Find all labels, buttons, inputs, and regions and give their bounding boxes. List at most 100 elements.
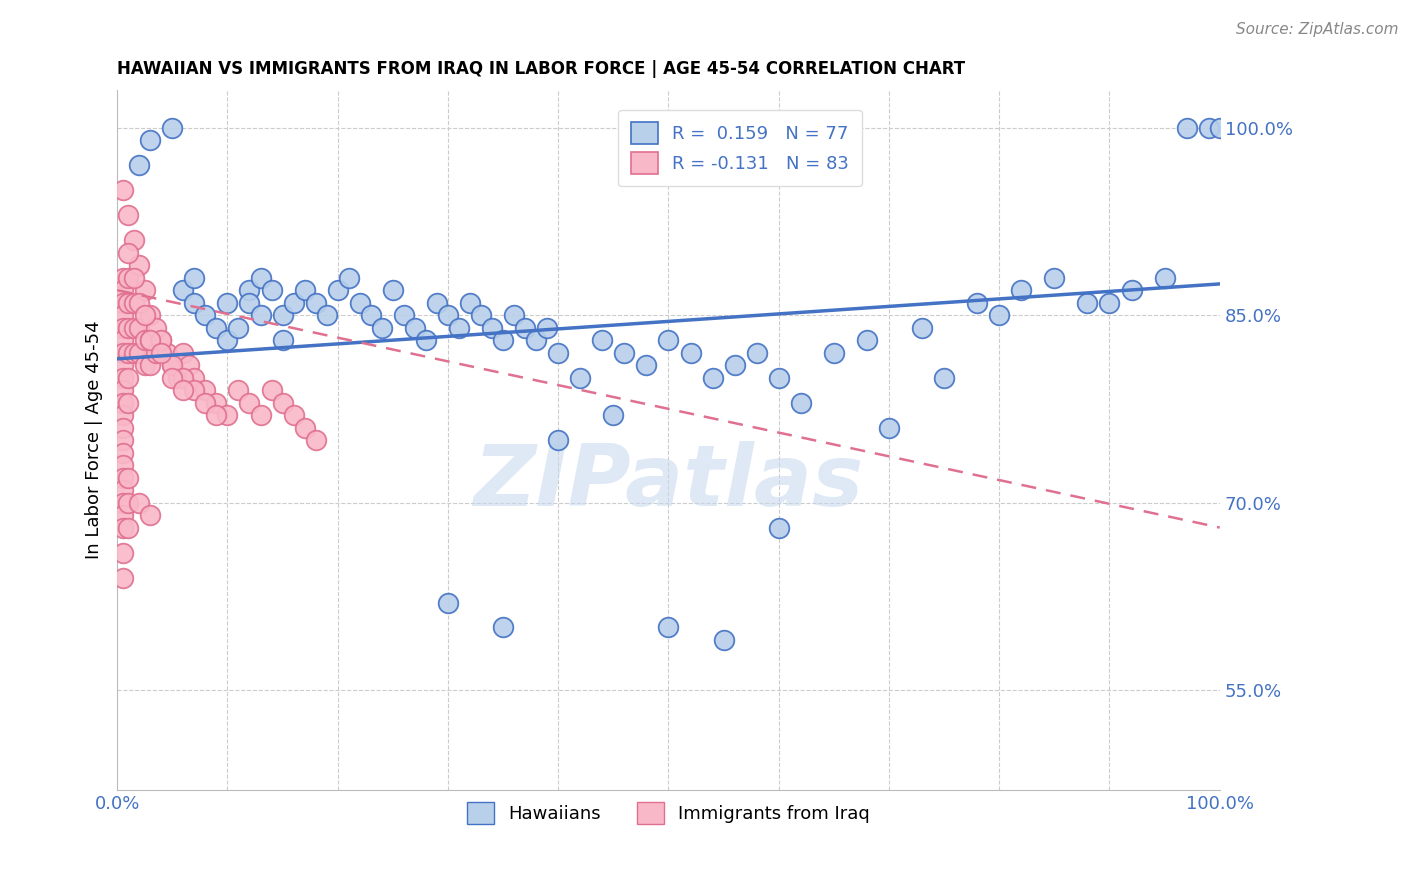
Point bbox=[503, 308, 526, 322]
Point bbox=[602, 408, 624, 422]
Point bbox=[205, 320, 228, 334]
Point bbox=[145, 345, 167, 359]
Point bbox=[111, 508, 134, 522]
Point bbox=[134, 283, 156, 297]
Point bbox=[128, 320, 150, 334]
Point bbox=[117, 345, 139, 359]
Point bbox=[823, 345, 845, 359]
Point bbox=[194, 308, 217, 322]
Point bbox=[177, 358, 200, 372]
Point bbox=[162, 358, 184, 372]
Point bbox=[1153, 270, 1175, 285]
Point bbox=[326, 283, 349, 297]
Point bbox=[217, 295, 239, 310]
Point bbox=[315, 308, 337, 322]
Point bbox=[111, 320, 134, 334]
Point bbox=[294, 420, 316, 434]
Point bbox=[139, 358, 162, 372]
Point bbox=[657, 620, 679, 634]
Legend: Hawaiians, Immigrants from Iraq: Hawaiians, Immigrants from Iraq bbox=[458, 793, 879, 833]
Point bbox=[111, 420, 134, 434]
Point bbox=[128, 495, 150, 509]
Point bbox=[404, 320, 426, 334]
Point bbox=[337, 270, 360, 285]
Point bbox=[228, 320, 250, 334]
Point bbox=[134, 358, 156, 372]
Point bbox=[111, 495, 134, 509]
Point bbox=[536, 320, 558, 334]
Text: HAWAIIAN VS IMMIGRANTS FROM IRAQ IN LABOR FORCE | AGE 45-54 CORRELATION CHART: HAWAIIAN VS IMMIGRANTS FROM IRAQ IN LABO… bbox=[117, 60, 966, 78]
Point bbox=[304, 433, 326, 447]
Point bbox=[134, 333, 156, 347]
Point bbox=[117, 295, 139, 310]
Point bbox=[713, 632, 735, 647]
Point bbox=[392, 308, 415, 322]
Point bbox=[111, 520, 134, 534]
Point bbox=[139, 333, 162, 347]
Point bbox=[304, 295, 326, 310]
Point bbox=[591, 333, 613, 347]
Point bbox=[128, 345, 150, 359]
Point bbox=[856, 333, 879, 347]
Point bbox=[217, 408, 239, 422]
Point bbox=[524, 333, 547, 347]
Point bbox=[139, 308, 162, 322]
Point bbox=[745, 345, 768, 359]
Point bbox=[111, 183, 134, 197]
Point bbox=[481, 320, 503, 334]
Point bbox=[111, 483, 134, 497]
Point bbox=[205, 408, 228, 422]
Point bbox=[966, 295, 988, 310]
Point bbox=[249, 308, 271, 322]
Point bbox=[111, 283, 134, 297]
Point bbox=[447, 320, 470, 334]
Point bbox=[117, 395, 139, 409]
Point bbox=[238, 295, 260, 310]
Point bbox=[513, 320, 536, 334]
Point bbox=[128, 258, 150, 272]
Point bbox=[349, 295, 371, 310]
Text: ZIPatlas: ZIPatlas bbox=[474, 441, 863, 524]
Point bbox=[111, 345, 134, 359]
Point bbox=[470, 308, 492, 322]
Point bbox=[183, 295, 205, 310]
Point bbox=[249, 270, 271, 285]
Point bbox=[217, 333, 239, 347]
Point bbox=[260, 383, 283, 397]
Point bbox=[111, 270, 134, 285]
Point bbox=[194, 395, 217, 409]
Point bbox=[111, 545, 134, 559]
Point bbox=[128, 158, 150, 172]
Point bbox=[117, 520, 139, 534]
Point bbox=[122, 295, 145, 310]
Point bbox=[1098, 295, 1121, 310]
Point bbox=[172, 370, 194, 384]
Point bbox=[294, 283, 316, 297]
Point bbox=[172, 383, 194, 397]
Point bbox=[238, 283, 260, 297]
Point bbox=[271, 333, 294, 347]
Point bbox=[183, 370, 205, 384]
Point bbox=[183, 270, 205, 285]
Point bbox=[111, 570, 134, 584]
Point bbox=[360, 308, 382, 322]
Point bbox=[156, 345, 179, 359]
Point bbox=[1010, 283, 1032, 297]
Point bbox=[426, 295, 449, 310]
Point bbox=[1209, 120, 1232, 135]
Point bbox=[172, 283, 194, 297]
Point bbox=[122, 345, 145, 359]
Point bbox=[111, 308, 134, 322]
Point bbox=[117, 320, 139, 334]
Point bbox=[166, 370, 188, 384]
Point bbox=[260, 283, 283, 297]
Point bbox=[122, 270, 145, 285]
Point bbox=[117, 495, 139, 509]
Point bbox=[613, 345, 636, 359]
Point bbox=[205, 395, 228, 409]
Point bbox=[1175, 120, 1198, 135]
Point bbox=[122, 233, 145, 247]
Point bbox=[117, 245, 139, 260]
Point bbox=[271, 308, 294, 322]
Point bbox=[139, 133, 162, 147]
